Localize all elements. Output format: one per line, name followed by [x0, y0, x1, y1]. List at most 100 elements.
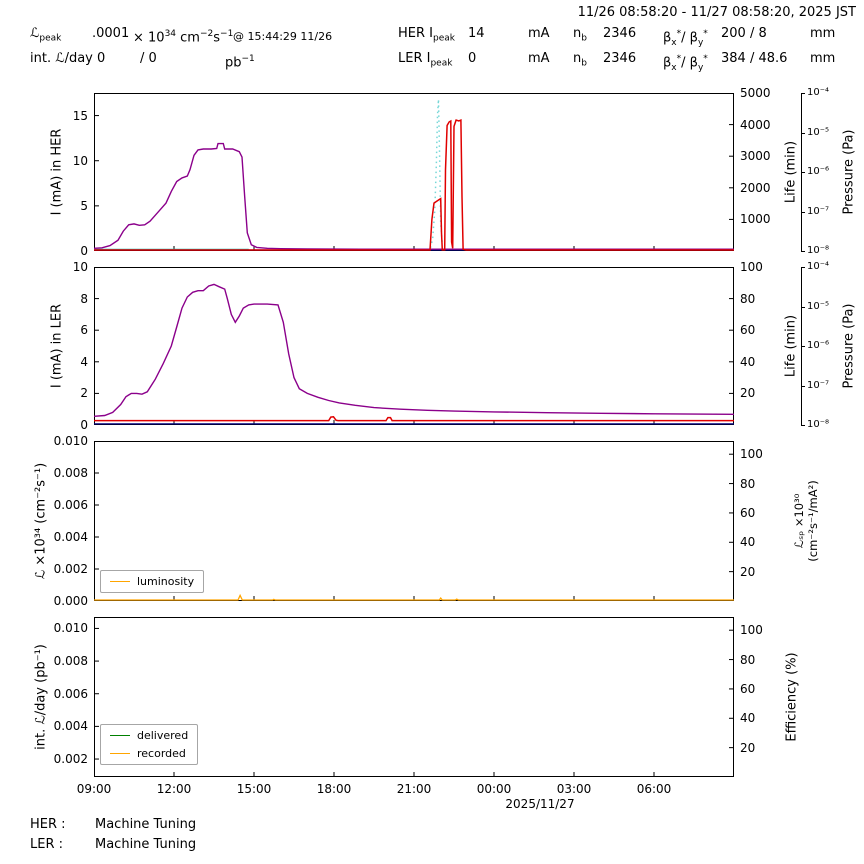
pressure-tick-label: 10⁻⁶: [807, 166, 830, 177]
her-current-plot: [94, 93, 734, 251]
int-lum-recorded: / 0: [140, 51, 157, 66]
y2-tick-label: 1000: [740, 212, 771, 227]
legend-item: delivered: [110, 729, 188, 742]
luminosity-legend: luminosity: [100, 570, 205, 593]
y2-tick-label: 20: [740, 386, 756, 401]
y2-tick-label: 100: [740, 260, 763, 274]
y2-tick-label: 20: [740, 740, 756, 755]
pressure-axis-tick: [801, 93, 805, 94]
her-status-value: Machine Tuning: [95, 817, 197, 832]
x-tick-label: 18:00: [316, 782, 352, 796]
y-tick-label: 0.002: [53, 562, 88, 576]
ler-beta-label: βx*/ βy*: [663, 54, 708, 73]
pressure-tick-label: 10⁻⁸: [807, 245, 830, 256]
y2-tick-label: 40: [740, 535, 756, 550]
ler-ipeak-units: mA: [528, 51, 550, 66]
y2-tick-label: 80: [740, 476, 756, 491]
y2-tick-label: 80: [740, 291, 756, 306]
y-tick-label: 0: [80, 244, 88, 258]
y-tick-label: 10: [72, 260, 88, 274]
ler-nb-value: 2346: [603, 51, 637, 66]
x-tick-label: 15:00: [236, 782, 272, 796]
pressure-axis-tick: [801, 132, 805, 134]
her-status-label: HER :: [30, 817, 66, 832]
ler-beta-units: mm: [810, 51, 836, 66]
her-beta-label: βx*/ βy*: [663, 29, 708, 48]
x-tick-label: 12:00: [156, 782, 192, 796]
legend-label: luminosity: [137, 575, 195, 588]
lpeak-units: × 1034 cm−2s−1: [133, 29, 234, 46]
y2-tick-label: 4000: [740, 117, 771, 132]
legend-item: recorded: [110, 747, 188, 760]
pressure-axis-tick: [801, 172, 805, 173]
legend-line-swatch: [110, 735, 130, 736]
y-tick-label: 6: [80, 323, 88, 338]
legend-item: luminosity: [110, 575, 194, 588]
pressure-tick-label: 10⁻⁸: [807, 419, 830, 430]
y-tick-label: 10: [72, 153, 88, 168]
ler-beta-value: 384 / 48.6: [721, 51, 788, 66]
y2-tick-label: 3000: [740, 149, 771, 164]
pressure-tick-label: 10⁻⁷: [807, 379, 830, 391]
her-nb-label: nb: [573, 26, 587, 44]
legend-line-swatch: [110, 753, 130, 754]
ler-status-value: Machine Tuning: [95, 837, 197, 852]
y-tick-label: 0.000: [53, 594, 88, 608]
y2-tick-label: 5000: [740, 86, 771, 100]
her-beta-value: 200 / 8: [721, 26, 767, 41]
ler-current-axis-label: I (mA) in LER: [49, 303, 65, 389]
pressure-tick-label: 10⁻⁴: [807, 87, 830, 98]
legend-label: delivered: [137, 729, 189, 742]
her-ipeak-units: mA: [528, 26, 550, 41]
x-axis-date-label: 2025/11/27: [505, 797, 575, 811]
her-ipeak-value: 14: [468, 26, 485, 41]
ler-current-plot: [94, 267, 734, 425]
y2-tick-label: 2000: [740, 180, 771, 195]
pressure-axis-tick: [801, 346, 805, 347]
her-ipeak-label: HER Ipeak: [398, 26, 455, 44]
ler-nb-label: nb: [573, 51, 587, 69]
int-lum-label: int. ℒ/day: [30, 51, 93, 66]
pressure-tick-label: 10⁻⁷: [807, 205, 830, 217]
y-tick-label: 0.006: [53, 686, 88, 701]
pressure-axis-tick: [801, 306, 805, 308]
y2-tick-label: 40: [740, 354, 756, 369]
her-beta-units: mm: [810, 26, 836, 41]
y-tick-label: 15: [72, 108, 88, 123]
her-nb-value: 2346: [603, 26, 637, 41]
y2-tick-label: 20: [740, 564, 756, 579]
pressure-tick-label: 10⁻⁶: [807, 340, 830, 351]
y-tick-label: 0.010: [53, 621, 88, 636]
int-lum-value: 0: [97, 51, 106, 66]
x-tick-label: 06:00: [636, 782, 672, 796]
y-tick-label: 0.008: [53, 654, 88, 669]
y2-tick-label: 40: [740, 711, 756, 726]
ler-pressure-axis-label: Pressure (Pa): [841, 303, 857, 389]
efficiency-axis-label: Efficiency (%): [784, 652, 800, 742]
pressure-axis-tick: [801, 425, 805, 426]
y-tick-label: 0.010: [53, 434, 88, 448]
x-tick-label: 09:00: [76, 782, 112, 796]
y-tick-label: 0.004: [53, 719, 88, 734]
integrated-luminosity-plot: [94, 617, 734, 777]
luminosity-plot: [94, 441, 734, 601]
legend-line-swatch: [110, 581, 130, 582]
y2-tick-label: 60: [740, 505, 756, 520]
y2-tick-label: 100: [740, 447, 763, 462]
x-tick-label: 00:00: [476, 782, 512, 796]
int-lum-units: pb−1: [225, 54, 255, 71]
x-tick-label: 03:00: [556, 782, 592, 796]
integrated-legend: delivered recorded: [100, 724, 199, 765]
pressure-axis-tick: [801, 211, 805, 213]
y2-tick-label: 60: [740, 681, 756, 696]
pressure-tick-label: 10⁻⁵: [807, 126, 830, 138]
pressure-tick-label: 10⁻⁴: [807, 261, 830, 272]
legend-label: recorded: [137, 747, 186, 760]
date-range-title: 11/26 08:58:20 - 11/27 08:58:20, 2025 JS…: [577, 5, 856, 20]
pressure-axis-tick: [801, 267, 805, 268]
y-tick-label: 5: [80, 198, 88, 213]
pressure-axis-tick: [801, 385, 805, 387]
y-tick-label: 0.004: [53, 530, 88, 544]
y-tick-label: 2: [80, 386, 88, 401]
